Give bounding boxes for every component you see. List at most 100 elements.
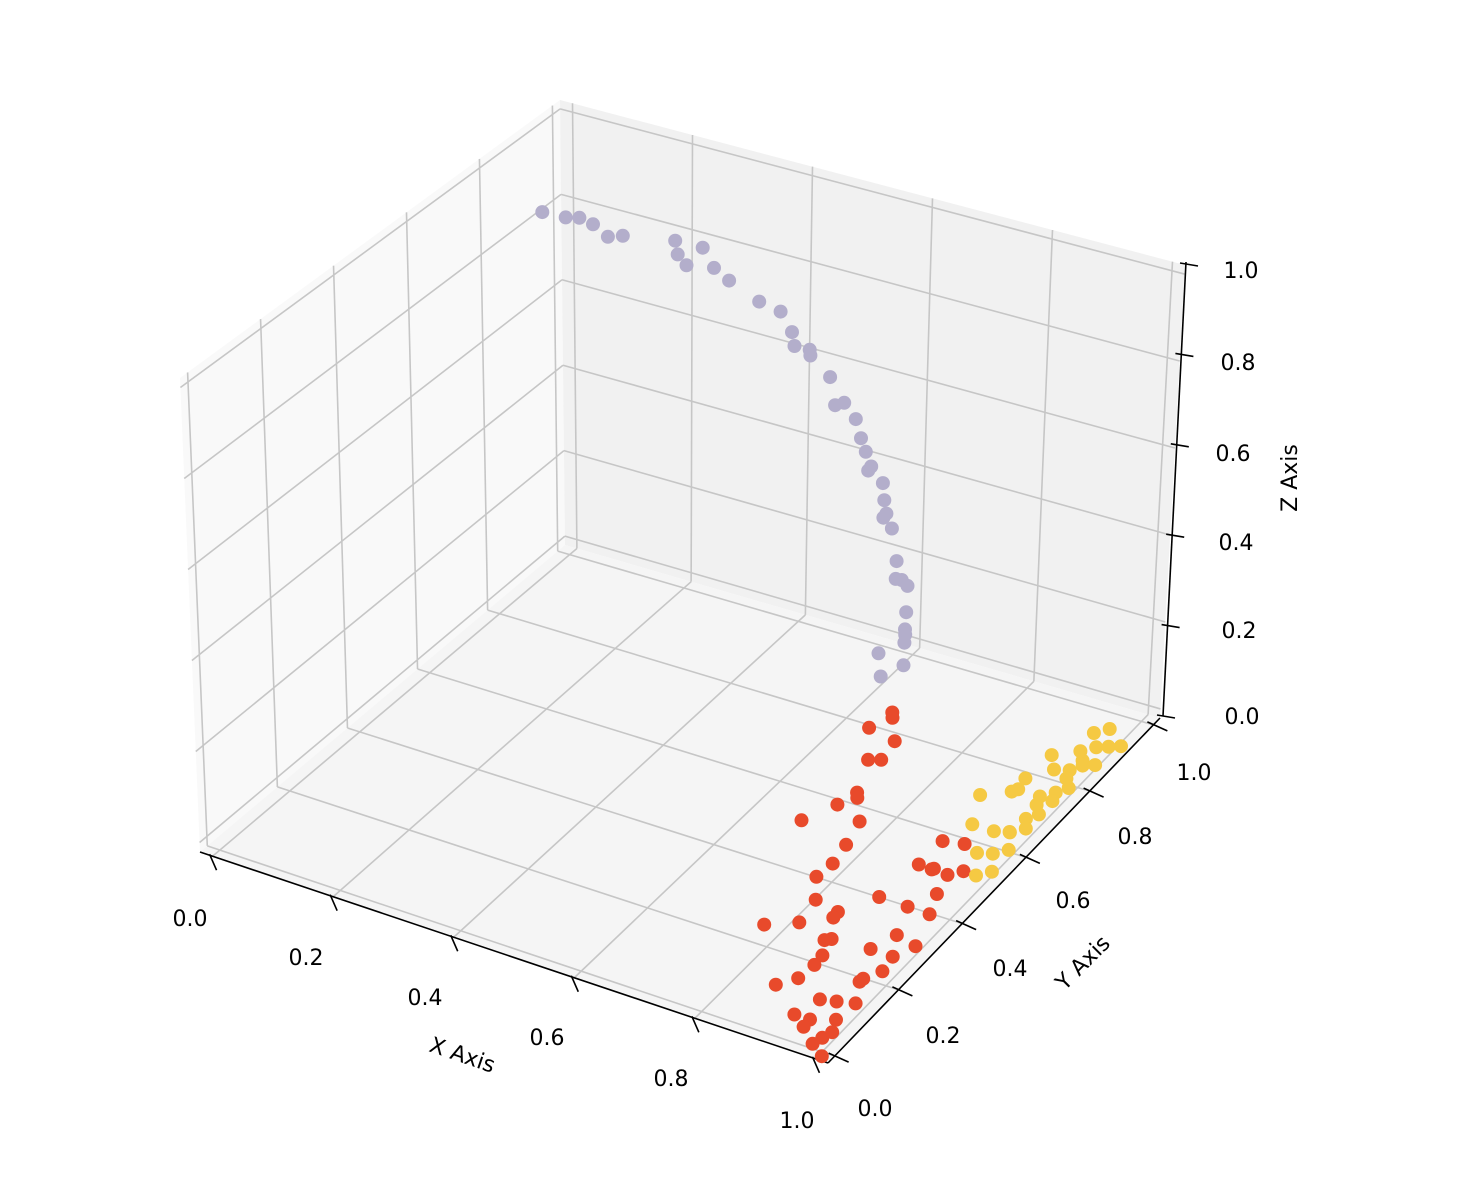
data-point-series-0 [535, 205, 550, 220]
data-point-series-1 [815, 948, 830, 963]
floor-gridline-y [487, 609, 1090, 792]
data-point-series-2 [1044, 748, 1059, 763]
data-point-series-1 [792, 915, 807, 930]
left-gridline-y [332, 265, 349, 728]
gridlines [179, 103, 1185, 1060]
data-point-series-0 [600, 229, 615, 244]
left-gridline-y [259, 319, 279, 787]
data-point-series-0 [707, 260, 721, 275]
data-point-series-2 [1029, 798, 1044, 812]
data-point-series-0 [679, 258, 694, 273]
left-gridline-y [405, 212, 419, 670]
data-point-series-2 [1059, 771, 1074, 786]
floor-gridline-x [453, 614, 806, 938]
left-pane [180, 100, 565, 852]
left-gridline-z [187, 279, 563, 571]
data-point-series-1 [908, 939, 923, 954]
y-tick-mark [828, 1052, 849, 1063]
data-point-series-1 [889, 928, 904, 943]
data-point-series-0 [889, 554, 904, 569]
data-point-series-2 [986, 824, 1001, 839]
data-point-series-1 [825, 856, 840, 871]
data-point-series-1 [829, 1012, 843, 1027]
data-point-series-1 [922, 907, 937, 922]
back-gridline-x [571, 103, 578, 549]
data-point-series-1 [863, 942, 878, 956]
x-tick-label: 0.2 [289, 946, 324, 971]
data-point-series-0 [670, 247, 685, 262]
data-point-series-1 [911, 857, 926, 872]
data-point-series-2 [973, 788, 988, 802]
y-axis-line [827, 717, 1161, 1064]
y-tick-label: 0.4 [993, 957, 1028, 982]
data-point-series-1 [887, 734, 902, 749]
floor-gridline-x [694, 680, 1035, 1019]
back-gridline-z [563, 449, 1166, 623]
axis-lines [199, 261, 1199, 1074]
left-gridline-z [195, 450, 565, 753]
floor-pane [200, 545, 1160, 1063]
data-point-series-0 [899, 605, 914, 620]
data-point-series-0 [615, 228, 630, 243]
data-point-series-0 [876, 510, 891, 525]
x-tick-mark [449, 934, 459, 952]
y-tick-mark [1147, 721, 1168, 732]
x-tick-mark [811, 1056, 821, 1074]
back-pane [560, 100, 1185, 718]
data-point-series-1 [856, 971, 871, 986]
floor-gridline-y [347, 727, 963, 925]
y-tick-label: 0.8 [1118, 825, 1153, 850]
data-point-series-1 [861, 752, 876, 767]
left-gridline-z [183, 193, 562, 480]
floor-gridline-y [207, 845, 835, 1057]
z-tick-label: 0.2 [1222, 619, 1257, 644]
data-point-series-0 [884, 521, 899, 536]
data-point-series-1 [768, 977, 783, 992]
y-tick-mark [892, 986, 913, 997]
data-point-series-1 [874, 752, 889, 767]
data-point-series-0 [861, 463, 876, 478]
data-point-series-1 [875, 964, 890, 979]
data-point-series-1 [757, 917, 772, 932]
z-tick-mark [1179, 262, 1199, 267]
data-point-series-1 [809, 869, 824, 884]
data-point-series-1 [852, 814, 867, 829]
left-gridline-y [551, 105, 559, 552]
back-gridline-x [804, 166, 814, 615]
data-point-series-0 [586, 217, 600, 232]
data-point-series-1 [805, 1036, 820, 1051]
z-axis-label: Z Axis [1278, 444, 1303, 512]
x-tick-label: 0.4 [408, 986, 443, 1011]
data-point-series-2 [985, 846, 1000, 861]
data-point-series-2 [984, 864, 999, 879]
data-point-series-1 [929, 887, 944, 901]
floor-gridline-y [557, 550, 1154, 726]
floor-gridline-x [332, 581, 692, 898]
back-gridline-x [690, 134, 694, 582]
data-point-series-1 [872, 890, 887, 904]
data-point-series-1 [839, 837, 854, 852]
z-tick-mark [1161, 623, 1180, 629]
x-axis-label: X Axis [426, 1033, 498, 1079]
y-tick-label: 0.0 [858, 1097, 893, 1122]
data-point-series-1 [850, 790, 865, 805]
data-point-series-0 [785, 325, 799, 340]
data-point-series-1 [830, 797, 845, 812]
data-point-series-2 [1102, 722, 1117, 736]
data-point-series-1 [791, 971, 806, 986]
data-point-series-2 [1018, 811, 1033, 826]
back-gridline-x [1147, 261, 1174, 715]
data-point-series-0 [803, 348, 818, 363]
data-point-series-1 [824, 932, 839, 946]
data-point-series-0 [848, 412, 863, 427]
axis-panes [180, 100, 1185, 1063]
left-gridline-z [199, 535, 566, 844]
floor-gridline-y [417, 668, 1027, 859]
data-point-series-1 [900, 899, 915, 914]
y-tick-label: 1.0 [1177, 761, 1212, 786]
data-point-series-1 [787, 1007, 802, 1022]
data-point-series-2 [1088, 758, 1103, 773]
z-tick-label: 0.6 [1216, 442, 1251, 467]
left-gridline-z [191, 364, 564, 662]
